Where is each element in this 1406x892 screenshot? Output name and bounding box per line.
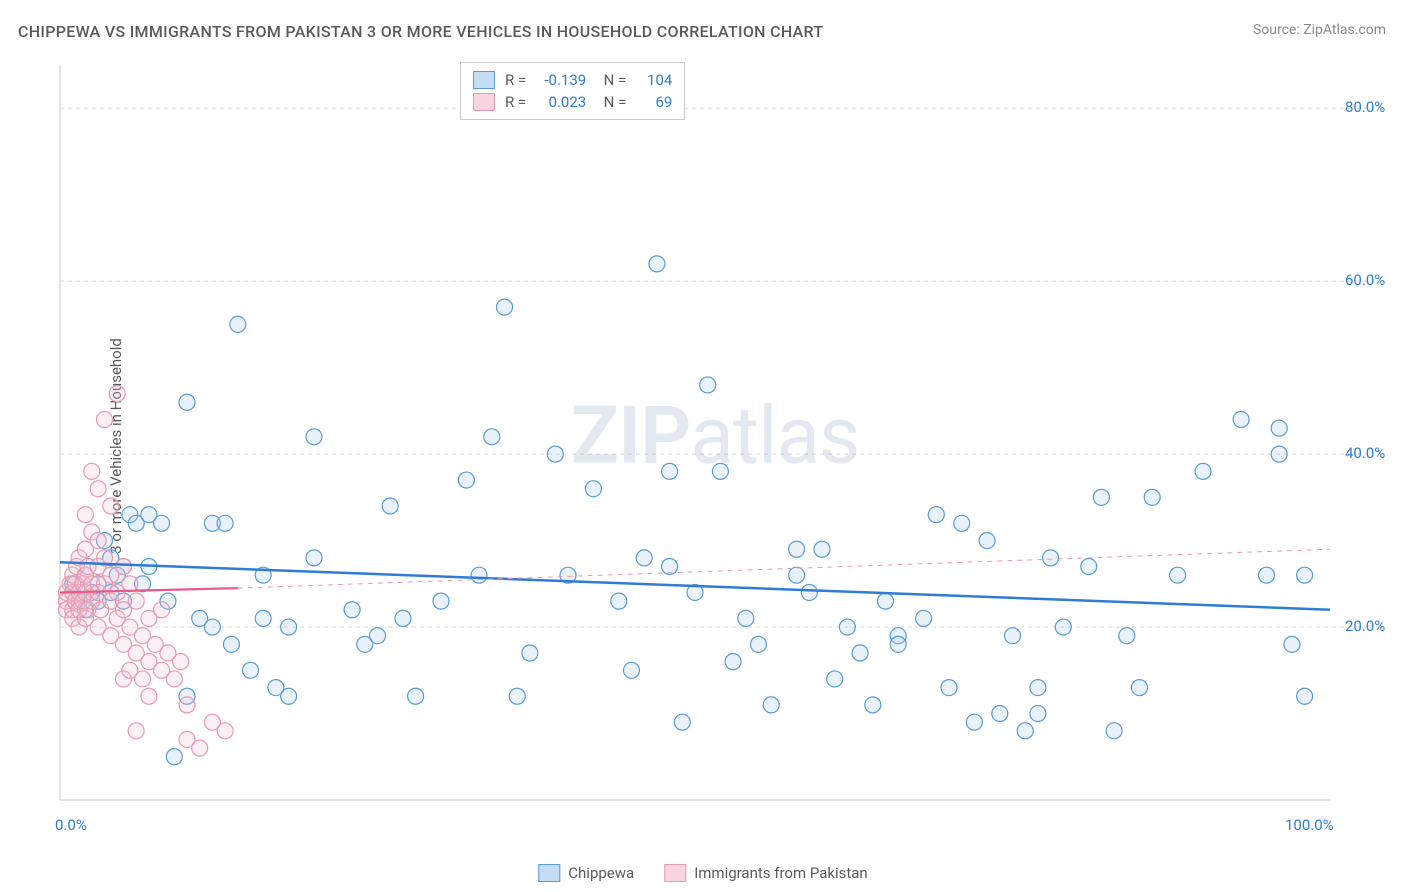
y-tick-label: 60.0% <box>1345 271 1385 289</box>
y-tick-label: 40.0% <box>1345 444 1385 462</box>
legend-swatch <box>664 864 686 882</box>
legend-label: Immigrants from Pakistan <box>694 864 868 882</box>
stats-r-value: 0.023 <box>536 93 586 111</box>
stats-r-label: R = <box>505 71 526 89</box>
stats-n-label: N = <box>596 93 626 111</box>
stats-legend-box: R = -0.139 N = 104 R = 0.023 N = 69 <box>460 62 685 120</box>
legend-item: Immigrants from Pakistan <box>664 864 868 882</box>
legend-swatch <box>538 864 560 882</box>
scatter-chart-svg <box>50 60 1380 820</box>
chart-area: ZIPatlas <box>50 60 1380 820</box>
source-attribution: Source: ZipAtlas.com <box>1253 22 1386 38</box>
stats-r-label: R = <box>505 93 526 111</box>
chart-title: CHIPPEWA VS IMMIGRANTS FROM PAKISTAN 3 O… <box>18 22 823 41</box>
stats-r-value: -0.139 <box>536 71 586 89</box>
y-tick-label: 20.0% <box>1345 617 1385 635</box>
stats-swatch <box>473 71 495 89</box>
stats-n-value: 104 <box>636 71 672 89</box>
bottom-legend: Chippewa Immigrants from Pakistan <box>538 864 867 882</box>
legend-label: Chippewa <box>568 864 634 882</box>
stats-swatch <box>473 93 495 111</box>
stats-row: R = -0.139 N = 104 <box>473 69 672 91</box>
stats-n-value: 69 <box>636 93 672 111</box>
stats-n-label: N = <box>596 71 626 89</box>
x-tick-label: 0.0% <box>55 816 87 834</box>
x-tick-label: 100.0% <box>1285 816 1334 834</box>
stats-row: R = 0.023 N = 69 <box>473 91 672 113</box>
y-tick-label: 80.0% <box>1345 98 1385 116</box>
legend-item: Chippewa <box>538 864 634 882</box>
